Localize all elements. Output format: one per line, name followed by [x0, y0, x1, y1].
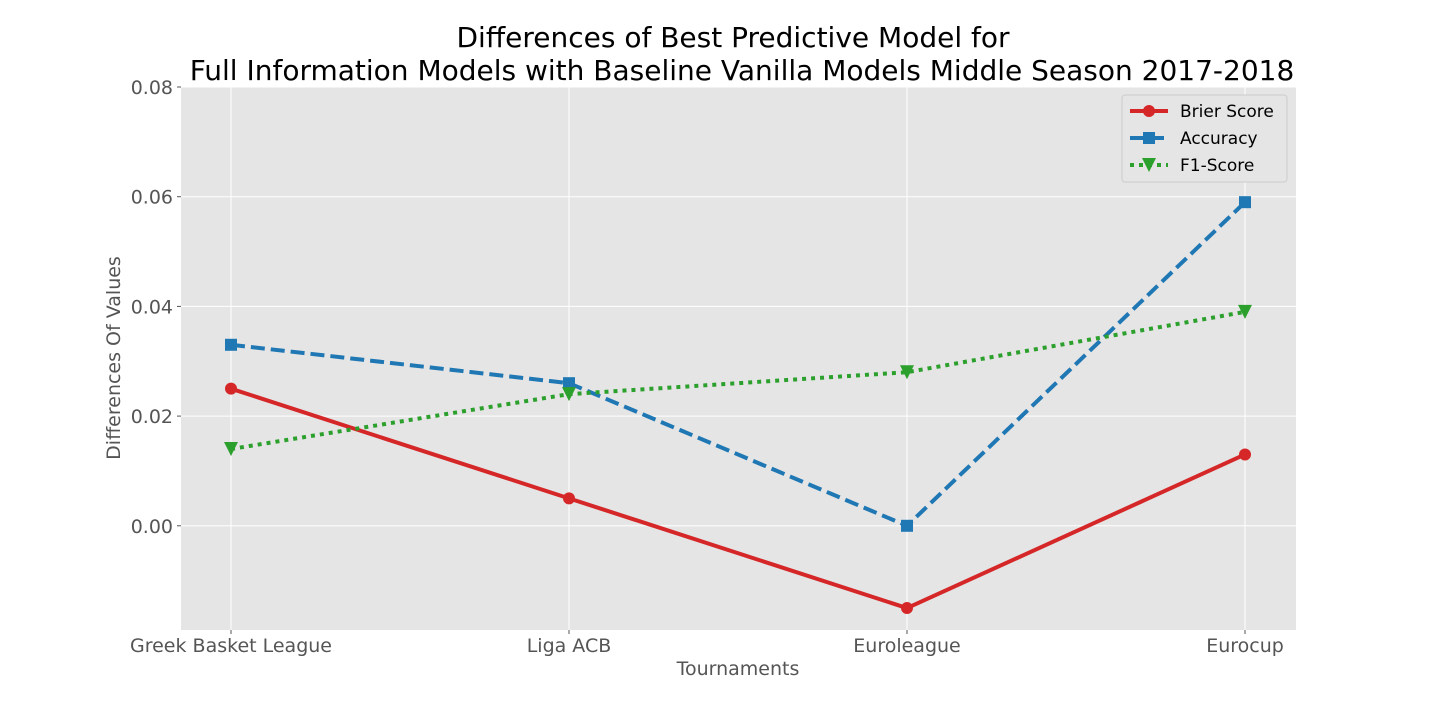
y-tick-label: 0.08: [131, 77, 173, 99]
y-axis-label: Differences Of Values: [103, 256, 125, 460]
x-tick-label: Eurocup: [1206, 635, 1284, 657]
legend-box: [1121, 94, 1288, 183]
point-brier-score: [1239, 448, 1251, 461]
series-line-f1-score: [230, 309, 1246, 451]
point-brier-score: [563, 492, 575, 505]
y-tick-label: 0.06: [131, 187, 173, 209]
point-accuracy: [1239, 196, 1251, 209]
point-accuracy: [225, 338, 237, 351]
legend-marker-f1-score: [1142, 158, 1156, 172]
y-tick-label: 0.00: [131, 516, 173, 538]
plot-area: [181, 87, 1296, 630]
legend-marker-accuracy: [1143, 132, 1155, 144]
legend-marker-brier-score: [1143, 105, 1155, 117]
y-tick-label: 0.04: [131, 296, 173, 318]
x-axis-ticks: Greek Basket League Liga ACB Euroleague Eur…: [130, 630, 1284, 657]
chart-title-line-1: Differences of Best Predictive Model for: [456, 21, 1010, 54]
legend-label-brier-score: Brier Score: [1180, 102, 1274, 122]
legend-label-accuracy: Accuracy: [1180, 129, 1258, 149]
legend-label-f1-score: F1-Score: [1180, 156, 1254, 176]
point-accuracy: [901, 519, 913, 532]
series-group: [224, 196, 1252, 615]
series-line-brier-score: [230, 386, 1246, 611]
y-axis-ticks: 0.00 0.02 0.04 0.06 0.08: [131, 77, 181, 538]
x-tick-label: Greek Basket League: [130, 635, 332, 657]
point-brier-score: [901, 602, 913, 615]
series-line-accuracy: [230, 200, 1247, 528]
point-f1-score: [562, 387, 576, 402]
legend: Brier Score Accuracy F1-Score: [1121, 94, 1288, 183]
y-tick-label: 0.02: [131, 406, 173, 428]
point-f1-score: [224, 442, 238, 456]
point-f1-score: [1238, 304, 1252, 319]
x-axis-label: Tournaments: [676, 658, 800, 680]
point-brier-score: [225, 382, 237, 395]
x-tick-label: Euroleague: [853, 635, 960, 657]
point-accuracy: [563, 377, 575, 390]
chart-title-line-2: Full Information Models with Baseline Va…: [190, 54, 1295, 87]
point-f1-score: [900, 365, 914, 380]
x-tick-label: Liga ACB: [527, 635, 612, 657]
